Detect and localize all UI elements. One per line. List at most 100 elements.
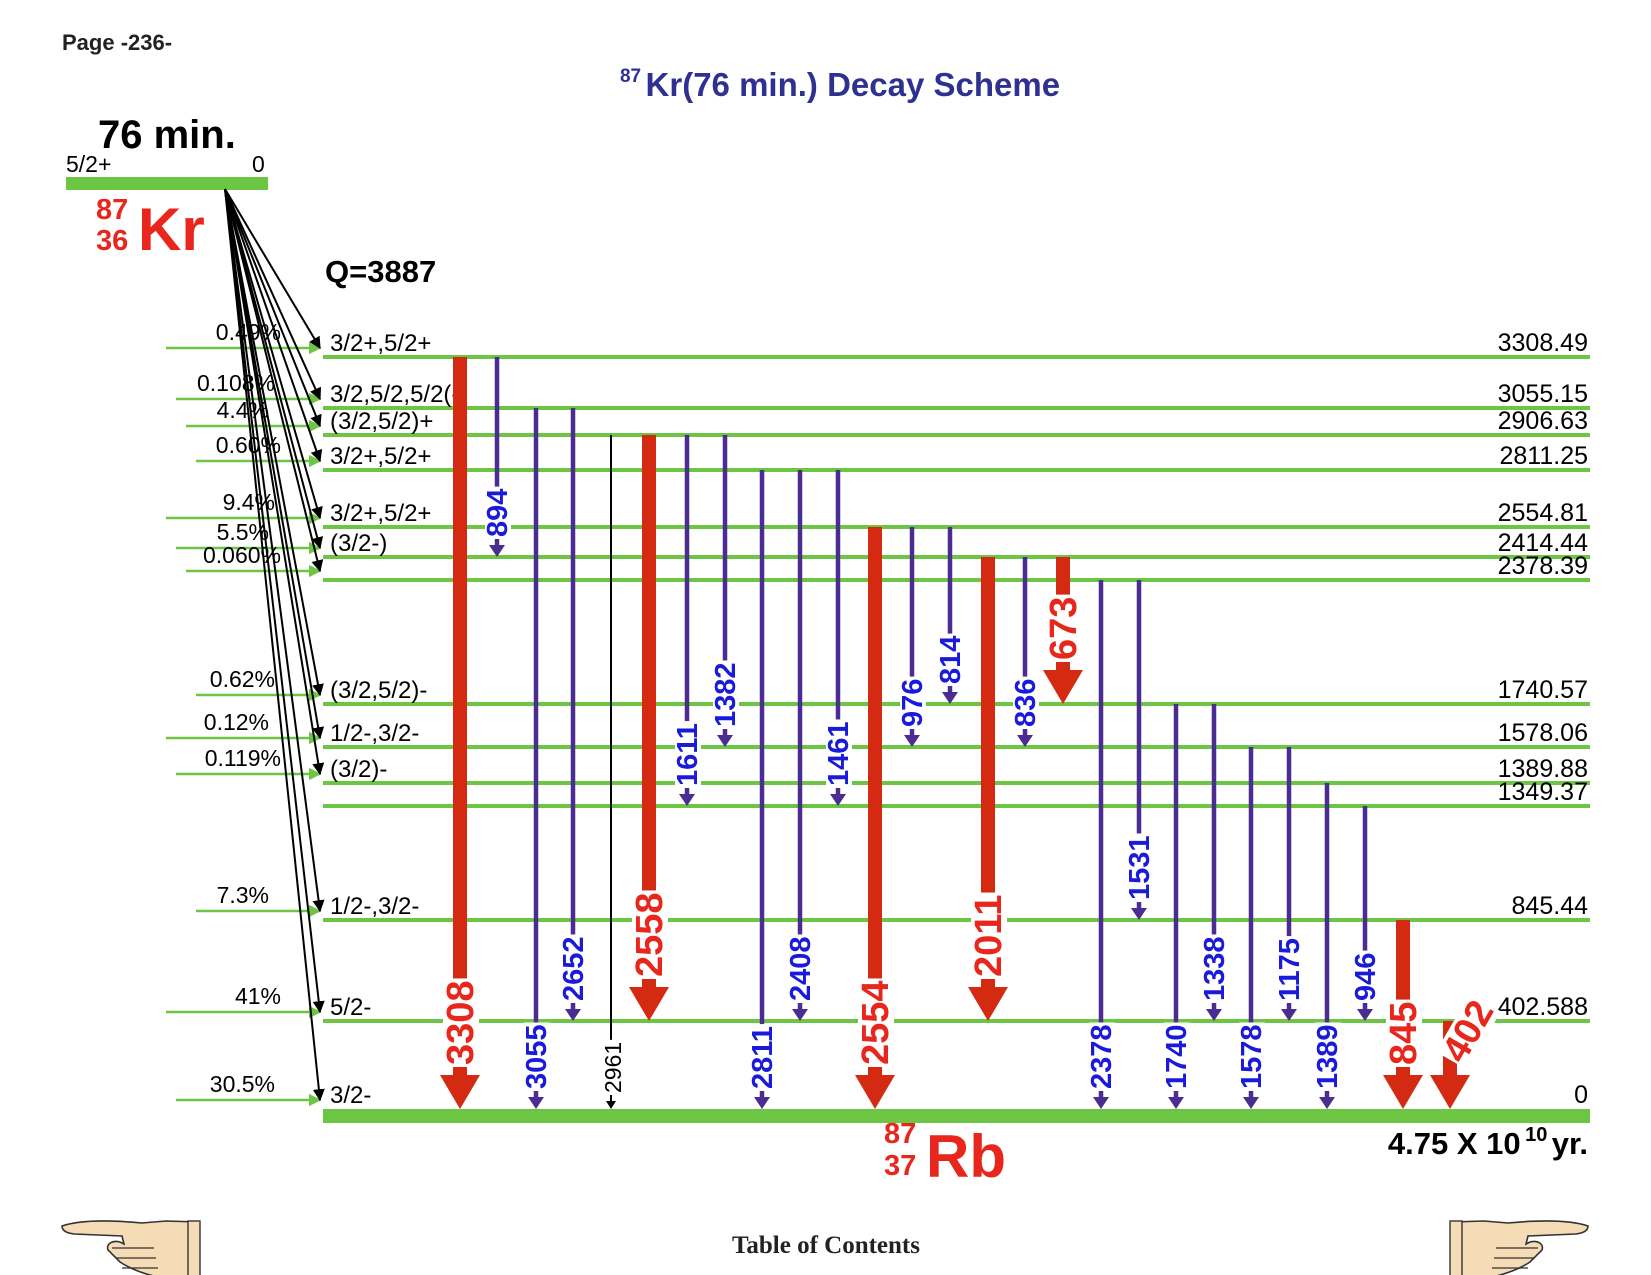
gamma-energy-label: 2011 (968, 895, 1010, 977)
gamma-arrowhead (1430, 1075, 1470, 1109)
diagram-title: 87 Kr(76 min.) Decay Scheme (620, 66, 1060, 103)
gamma-label-backing (1046, 594, 1082, 662)
gamma-arrowhead (565, 1009, 581, 1021)
gamma-label-backing (443, 978, 479, 1067)
gamma-label-backing (1239, 1022, 1265, 1091)
gamma-arrowhead (1093, 1097, 1109, 1109)
gamma-label-backing (1277, 936, 1303, 1003)
level-spin-label: 3/2+,5/2+ (330, 443, 431, 470)
beta-branch-label: 41% (235, 983, 281, 1009)
gamma-shaft (909, 527, 915, 735)
gamma-energy-label: 814 (935, 636, 967, 684)
gamma-arrowhead (1319, 1097, 1335, 1109)
prev-page-link[interactable] (61, 1220, 201, 1275)
level-spin-label: (3/2)- (330, 756, 387, 783)
gamma-arrowhead (942, 692, 958, 704)
gamma-shaft (453, 357, 467, 1075)
gamma-energy-label: 2558 (629, 892, 671, 977)
gamma-shaft (1286, 747, 1292, 1009)
level-line-2378.39 (323, 578, 1590, 582)
gamma-arrowhead (629, 987, 669, 1021)
gamma-2811: 2811 (747, 470, 779, 1109)
level-spin-label: 1/2-,3/2- (330, 893, 419, 920)
gamma-1531: 1531 (1124, 580, 1156, 920)
gamma-shaft (1136, 580, 1142, 908)
level-spin-label: (3/2,5/2)- (330, 677, 427, 704)
gamma-1175: 1175 (1274, 747, 1306, 1021)
level-energy-label: 3308.49 (1498, 329, 1588, 357)
parent-symbol: Kr (138, 196, 205, 263)
gamma-shaft (494, 357, 500, 545)
gamma-label-backing (858, 978, 894, 1067)
gamma-energy-label: 2811 (747, 1026, 779, 1089)
gamma-energy-label: 3055 (521, 1024, 553, 1089)
beta-feed-arrow (224, 188, 325, 913)
gamma-shaft (835, 470, 841, 794)
gamma-2011: 2011 (968, 557, 1010, 1021)
daughter-half-life-base: 4.75 X 10 (1388, 1126, 1521, 1161)
gamma-shaft (759, 470, 765, 1097)
gamma-energy-label: 946 (1350, 953, 1382, 1001)
gamma-shaft (868, 527, 882, 1075)
parent-atomic-number: 36 (96, 225, 128, 257)
gamma-arrowhead (904, 735, 920, 747)
gamma-energy-label: 3308 (440, 980, 482, 1065)
gamma-894: 894 (482, 357, 514, 557)
beta-feed-arrow (224, 188, 323, 463)
ground-state-bar (323, 1109, 1590, 1123)
pointing-hand-left-icon (61, 1220, 201, 1275)
gamma-label-backing (750, 1024, 776, 1091)
level-energy-label: 845.44 (1512, 892, 1589, 920)
gamma-energy-label: 1382 (710, 662, 742, 727)
gamma-arrowhead (1281, 1009, 1297, 1021)
beta-feed-arrow (224, 188, 324, 697)
gamma-arrowhead (1206, 1009, 1222, 1021)
gamma-946: 946 (1350, 806, 1382, 1021)
level-spin-label: 3/2+,5/2+ (330, 500, 431, 527)
gamma-shaft (1211, 704, 1217, 1009)
level-energy-label: 3055.15 (1498, 380, 1588, 408)
gamma-shaft (570, 408, 576, 1009)
level-line-2906.63 (323, 433, 1590, 437)
gamma-2961: 2961 (600, 435, 626, 1109)
beta-feed-lines: 0.49%0.108%4.4%0.60%9.4%5.5%0.060%0.62%0… (166, 188, 325, 1107)
q-value: Q=3887 (325, 254, 436, 289)
level-energy-label: 2554.81 (1498, 499, 1588, 527)
level-line-2811.25 (323, 468, 1590, 472)
level-spin-label: (3/2,5/2)+ (330, 408, 433, 435)
gamma-1578: 1578 (1236, 747, 1268, 1109)
gamma-energy-label: 2961 (600, 1042, 626, 1093)
level-energy-label: 1578.06 (1498, 719, 1588, 747)
parent-spin: 5/2+ (66, 151, 111, 177)
beta-feed-arrow (224, 188, 323, 520)
gamma-shaft (1324, 783, 1330, 1097)
next-page-link[interactable] (1449, 1220, 1589, 1275)
level-line-845.44 (323, 918, 1590, 922)
gamma-arrowhead (1168, 1097, 1184, 1109)
level-spin-label: 3/2- (330, 1082, 371, 1109)
gamma-energy-label: 673 (1043, 597, 1085, 660)
level-line-3308.49 (323, 355, 1590, 359)
level-spin-label: 3/2+,5/2+ (330, 330, 431, 357)
gamma-label-backing (1127, 833, 1153, 902)
gamma-arrowhead (679, 794, 695, 806)
gamma-2558: 2558 (629, 435, 671, 1021)
level-energy-label: 0 (1574, 1081, 1588, 1109)
gamma-arrowhead (1357, 1009, 1373, 1021)
gamma-label-backing (788, 934, 814, 1003)
gamma-2652: 2652 (558, 408, 590, 1021)
level-line-1740.57 (323, 702, 1590, 706)
gamma-arrowhead (792, 1009, 808, 1021)
daughter-atomic-number: 37 (884, 1150, 916, 1182)
gamma-3308: 3308 (440, 357, 482, 1109)
gamma-label-backing (971, 892, 1007, 979)
beta-branch-label: 0.119% (205, 745, 281, 771)
gamma-label-backing (1013, 676, 1039, 729)
table-of-contents-link[interactable]: Table of Contents (732, 1232, 920, 1259)
gamma-energy-label: 1338 (1199, 936, 1231, 1001)
daughter-mass-number: 87 (884, 1118, 916, 1150)
gamma-shaft (797, 470, 803, 1009)
gamma-1338: 1338 (1199, 704, 1231, 1021)
level-line-2414.44 (323, 555, 1590, 559)
